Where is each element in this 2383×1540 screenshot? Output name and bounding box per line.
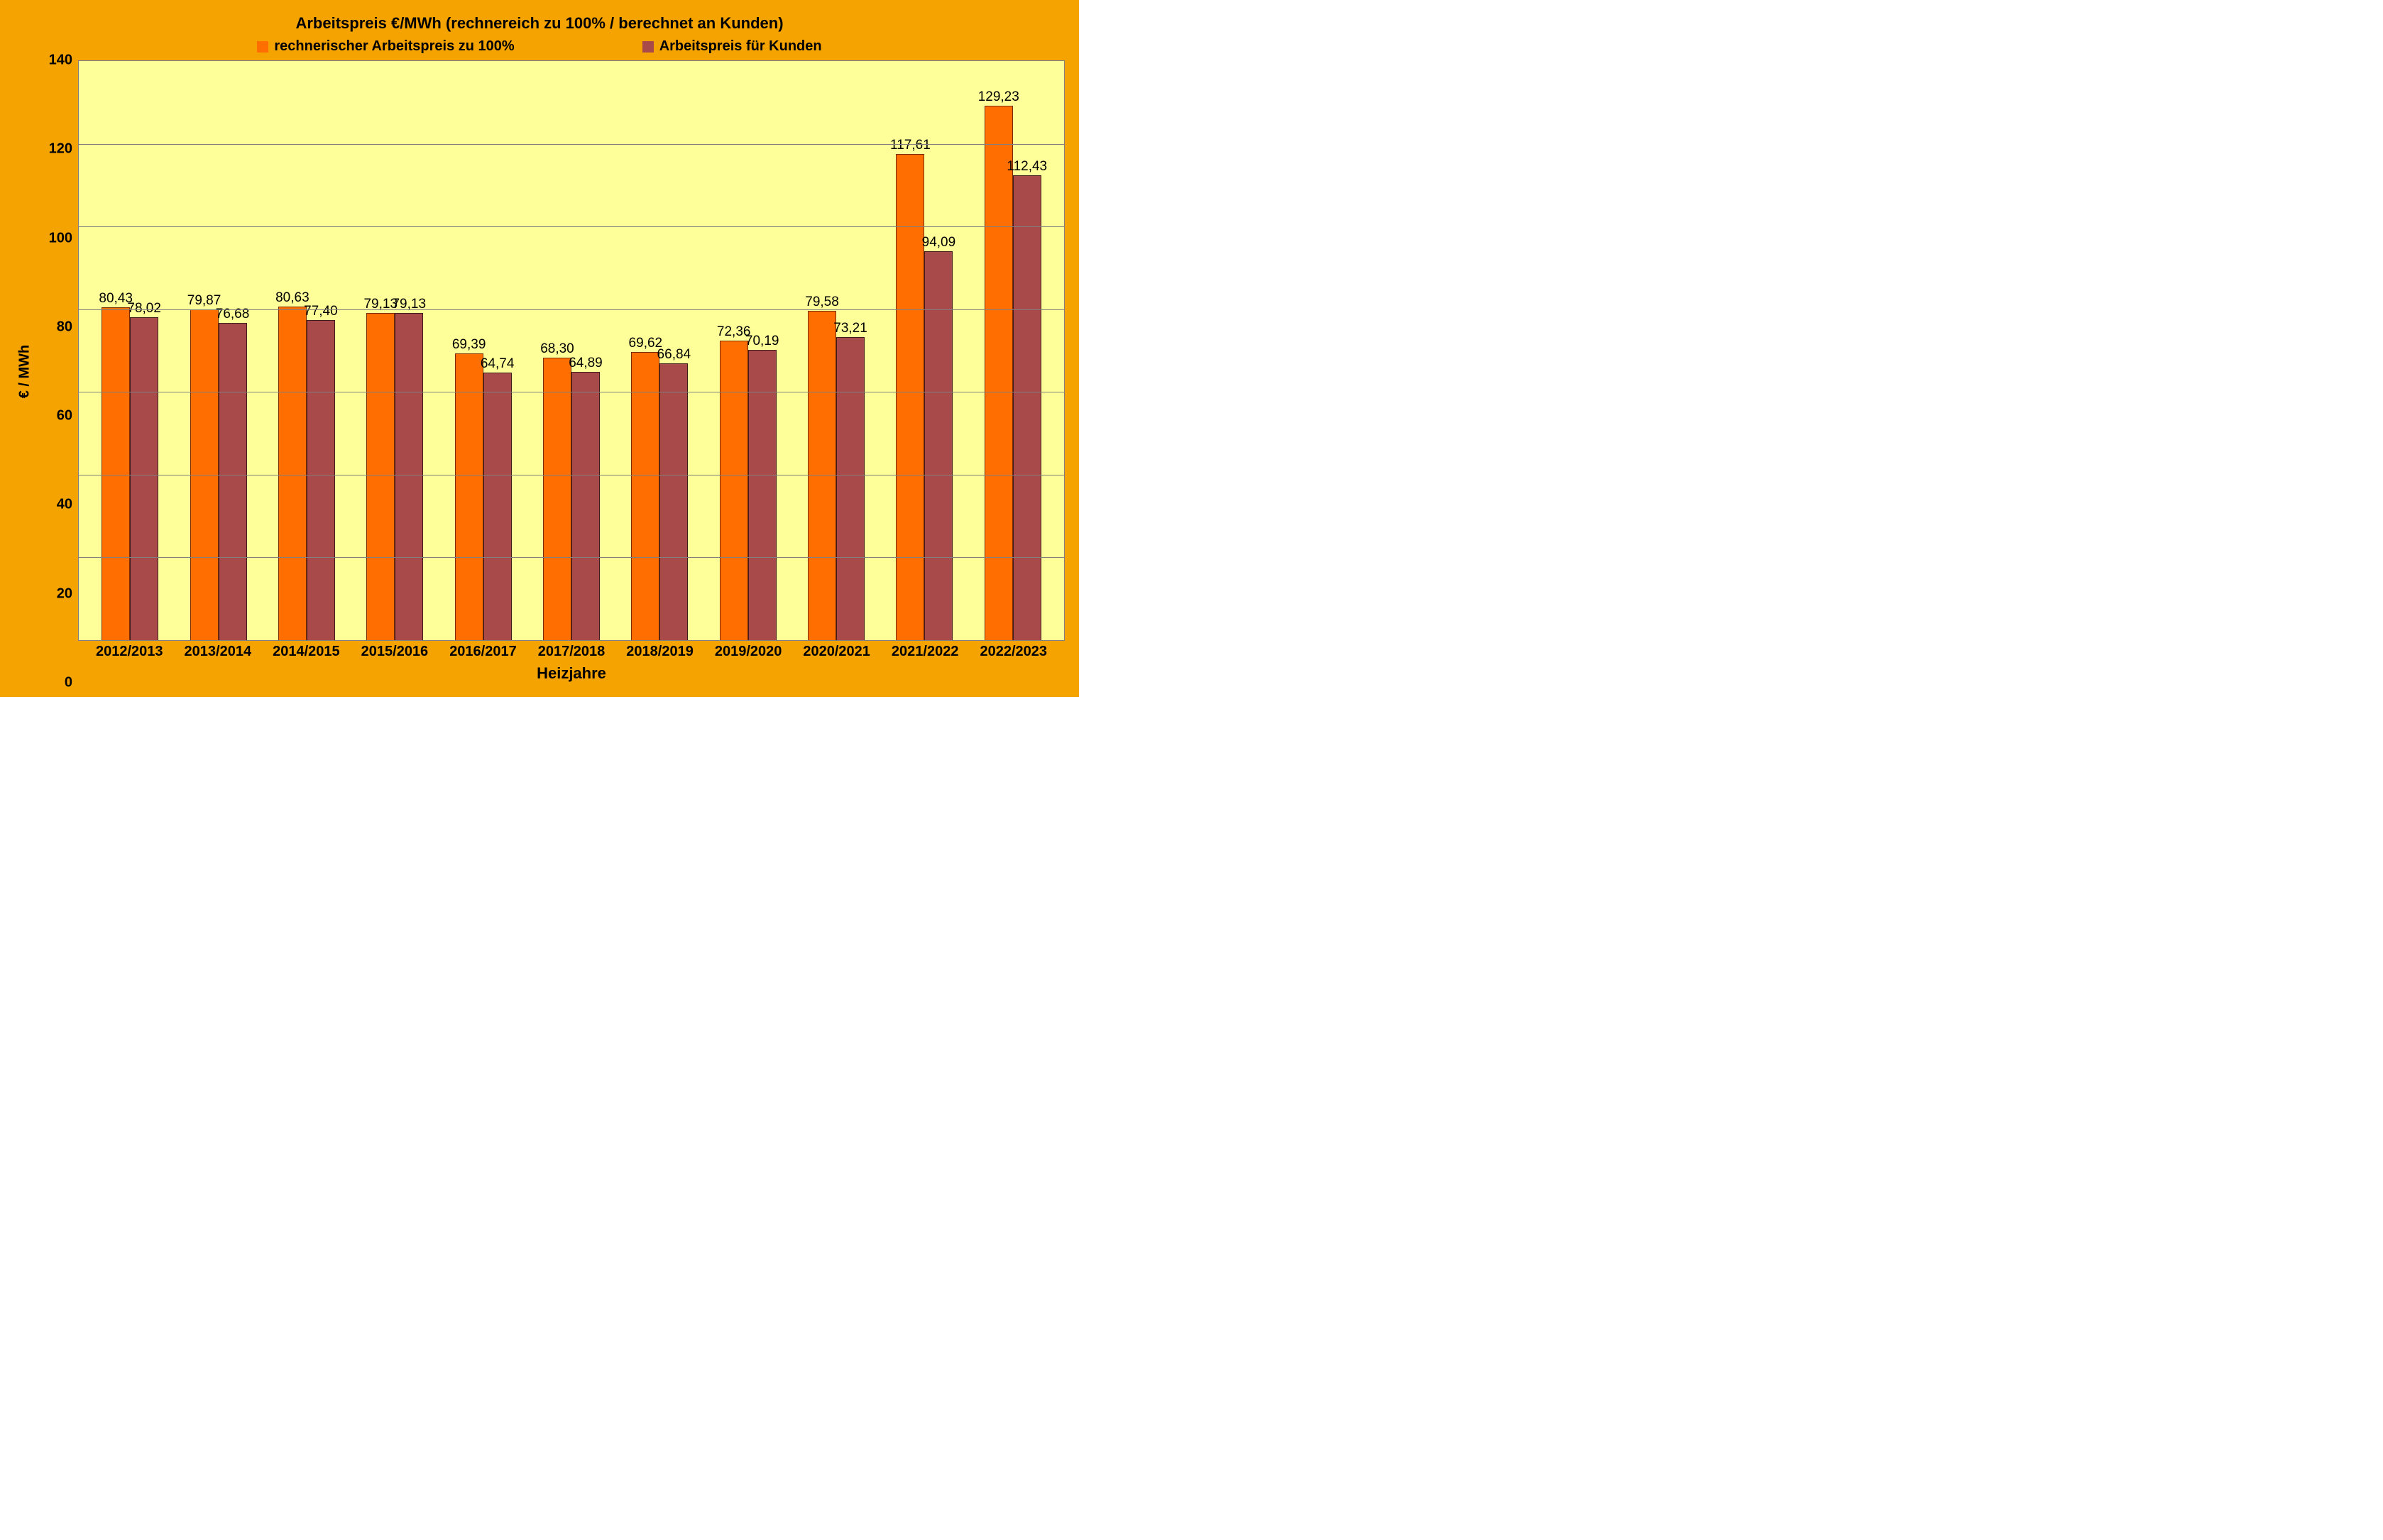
bar-series1: 77,40 — [307, 320, 335, 640]
bar-label: 94,09 — [922, 235, 956, 252]
x-tick: 2020/2021 — [792, 644, 881, 660]
bar-series0: 79,58 — [808, 311, 836, 640]
legend-item-0: rechnerischer Arbeitspreis zu 100% — [257, 38, 514, 55]
bar-label: 79,13 — [392, 297, 426, 314]
x-axis-label: Heizjahre — [78, 660, 1065, 683]
legend-label: Arbeitspreis für Kunden — [659, 38, 822, 55]
chart-frame: Arbeitspreis €/MWh (rechnereich zu 100% … — [0, 0, 1079, 697]
bar-series0: 68,30 — [543, 358, 571, 640]
category-group: 80,6377,40 — [263, 61, 351, 640]
bar-label: 112,43 — [1007, 159, 1047, 176]
bar-label: 73,21 — [833, 321, 867, 338]
x-ticks-row: 2012/20132013/20142014/20152015/20162016… — [78, 641, 1065, 660]
y-tick: 20 — [57, 585, 72, 602]
bar-series0: 69,62 — [631, 352, 659, 640]
y-tick: 140 — [49, 53, 72, 69]
bar-label: 129,23 — [978, 89, 1019, 106]
x-tick: 2012/2013 — [85, 644, 174, 660]
bar-series1: 70,19 — [748, 350, 777, 640]
bar-label: 69,39 — [452, 337, 486, 354]
bar-label: 77,40 — [304, 304, 338, 321]
chart-body: € / MWh 020406080100120140 80,4378,0279,… — [14, 60, 1065, 683]
plot-area: 80,4378,0279,8776,6880,6377,4079,1379,13… — [78, 60, 1065, 641]
grid-line — [79, 557, 1064, 558]
category-group: 79,1379,13 — [351, 61, 439, 640]
legend-label: rechnerischer Arbeitspreis zu 100% — [274, 38, 514, 55]
y-tick: 120 — [49, 141, 72, 158]
x-tick: 2021/2022 — [881, 644, 970, 660]
bar-label: 64,74 — [481, 356, 515, 373]
x-tick: 2018/2019 — [615, 644, 704, 660]
bar-series1: 64,74 — [483, 373, 512, 640]
bar-series0: 79,13 — [366, 313, 395, 640]
x-tick: 2017/2018 — [527, 644, 616, 660]
legend-item-1: Arbeitspreis für Kunden — [642, 38, 822, 55]
y-tick: 100 — [49, 230, 72, 246]
y-tick: 40 — [57, 497, 72, 513]
y-axis-label-col: € / MWh — [14, 60, 35, 683]
bar-series1: 112,43 — [1013, 175, 1041, 640]
bar-series0: 72,36 — [720, 341, 748, 640]
x-tick: 2022/2023 — [969, 644, 1058, 660]
bar-label: 64,89 — [569, 356, 603, 373]
bar-series0: 80,43 — [102, 307, 130, 640]
grid-line — [79, 226, 1064, 227]
y-axis-label: € / MWh — [17, 345, 33, 399]
bar-series1: 73,21 — [836, 337, 865, 640]
category-group: 79,5873,21 — [792, 61, 880, 640]
x-tick: 2019/2020 — [704, 644, 793, 660]
category-group: 72,3670,19 — [704, 61, 792, 640]
plot-col: 80,4378,0279,8776,6880,6377,4079,1379,13… — [78, 60, 1065, 683]
bar-label: 70,19 — [745, 334, 779, 351]
category-group: 69,3964,74 — [439, 61, 527, 640]
bar-series0: 129,23 — [985, 106, 1013, 640]
legend-swatch — [257, 41, 268, 53]
bar-series1: 79,13 — [395, 313, 423, 640]
bar-label: 117,61 — [890, 138, 931, 155]
legend-swatch — [642, 41, 654, 53]
category-group: 69,6266,84 — [615, 61, 703, 640]
y-tick: 0 — [65, 675, 72, 691]
bar-series0: 80,63 — [278, 307, 307, 640]
bar-series1: 64,89 — [571, 372, 600, 640]
x-tick: 2016/2017 — [439, 644, 527, 660]
chart-title: Arbeitspreis €/MWh (rechnereich zu 100% … — [14, 14, 1065, 38]
bar-series1: 78,02 — [130, 317, 158, 640]
category-group: 117,61 94,09 — [880, 61, 968, 640]
y-ticks-col: 020406080100120140 — [35, 60, 78, 683]
chart-legend: rechnerischer Arbeitspreis zu 100% Arbeit… — [14, 38, 1065, 60]
category-group: 129,23112,43 — [969, 61, 1057, 640]
grid-line — [79, 144, 1064, 145]
category-group: 68,3064,89 — [527, 61, 615, 640]
x-tick: 2014/2015 — [262, 644, 351, 660]
bar-series1: 66,84 — [659, 363, 688, 640]
category-group: 80,4378,02 — [86, 61, 174, 640]
bars-container: 80,4378,0279,8776,6880,6377,4079,1379,13… — [79, 61, 1064, 640]
y-tick: 60 — [57, 408, 72, 424]
x-tick: 2015/2016 — [351, 644, 439, 660]
bar-series1: 76,68 — [219, 323, 247, 640]
x-tick: 2013/2014 — [174, 644, 263, 660]
y-tick: 80 — [57, 319, 72, 335]
grid-line — [79, 309, 1064, 310]
bar-label: 66,84 — [657, 347, 691, 364]
category-group: 79,8776,68 — [174, 61, 262, 640]
bar-series0: 69,39 — [455, 353, 483, 640]
